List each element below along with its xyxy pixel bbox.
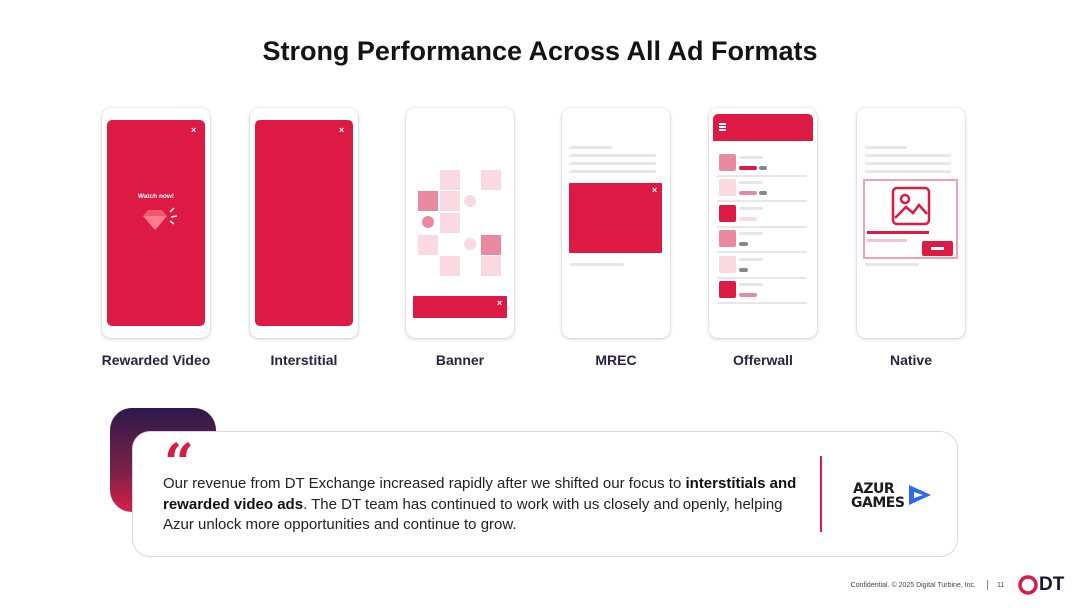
format-label-offerwall: Offerwall	[733, 352, 793, 368]
format-label-banner: Banner	[435, 352, 485, 368]
testimonial-text: Our revenue from DT Exchange increased r…	[163, 474, 803, 536]
close-icon: ×	[652, 185, 658, 195]
offerwall-header	[713, 114, 813, 141]
native-ad	[863, 179, 958, 259]
format-label-rewarded-video: Rewarded Video	[101, 352, 211, 368]
interstitial-mockup: ×	[250, 108, 358, 338]
rewarded-video-mockup: × Watch now!	[102, 108, 210, 338]
azur-logo-line2: GAMES	[851, 495, 905, 511]
azur-games-logo: AZUR GAMES	[849, 479, 939, 515]
play-arrow-icon	[909, 485, 931, 505]
testimonial-card: “ Our revenue from DT Exchange increased…	[132, 431, 958, 557]
format-label-native: Native	[889, 352, 933, 368]
menu-icon	[719, 123, 726, 125]
footer-confidential: Confidential. © 2025 Digital Turbine, In…	[850, 582, 976, 589]
mrec-mockup: ×	[562, 108, 670, 338]
testimonial-text-bold: interstitials and rewarded video ads	[163, 475, 797, 513]
azur-logo-line1: AZUR	[853, 481, 895, 497]
format-label-interstitial: Interstitial	[270, 352, 338, 368]
divider	[820, 456, 822, 532]
testimonial-text-part: Our revenue from DT Exchange increased r…	[163, 475, 686, 492]
close-icon: ×	[191, 125, 197, 135]
cta-button	[922, 241, 953, 256]
offerwall-mockup	[709, 108, 817, 338]
dt-logo-text: DT	[1039, 574, 1065, 595]
page-title: Strong Performance Across All Ad Formats	[262, 36, 818, 66]
close-icon: ×	[497, 298, 503, 308]
image-icon	[891, 186, 931, 226]
page-number: 11	[997, 582, 1005, 589]
mrec-ad	[569, 183, 662, 253]
dt-logo-icon	[1018, 575, 1038, 595]
close-icon: ×	[339, 125, 345, 135]
quote-mark-icon: “	[164, 433, 194, 494]
gem-icon	[143, 207, 178, 230]
watch-now-label: Watch now!	[137, 193, 175, 200]
banner-ad	[413, 296, 507, 318]
format-label-mrec: MREC	[595, 352, 637, 368]
footer-separator	[987, 580, 988, 590]
banner-mockup: ×	[406, 108, 514, 338]
testimonial-text-part: . The DT team has continued to work with…	[163, 495, 783, 534]
native-mockup	[857, 108, 965, 338]
fullscreen-ad	[255, 120, 353, 326]
dt-logo: DT	[1018, 574, 1066, 596]
